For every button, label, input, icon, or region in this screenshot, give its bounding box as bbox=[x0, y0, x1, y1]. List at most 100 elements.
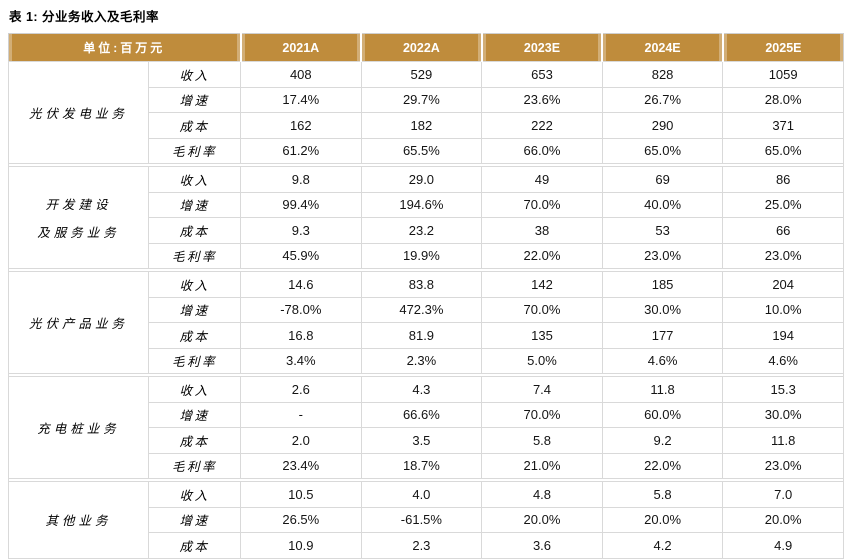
cell-value: 23.0% bbox=[722, 452, 844, 479]
cell-value: - bbox=[240, 401, 362, 428]
cell-value: 23.6% bbox=[481, 86, 603, 113]
cell-value: 16.8 bbox=[240, 322, 362, 349]
cell-value: 2.3 bbox=[360, 532, 483, 559]
cell-value: 45.9% bbox=[240, 242, 362, 269]
header-row: 单位:百万元 2021A 2022A 2023E 2024E 2025E bbox=[8, 33, 844, 62]
cell-value: 4.9 bbox=[722, 532, 844, 559]
metric-label: 成本 bbox=[148, 322, 241, 349]
cell-value: 21.0% bbox=[481, 452, 603, 479]
col-header-2025e: 2025E bbox=[721, 33, 844, 62]
table-row: 毛利率 61.2% 65.5% 66.0% 65.0% 65.0% bbox=[9, 137, 844, 164]
cell-value: 11.8 bbox=[601, 376, 724, 403]
cell-value: 14.6 bbox=[240, 271, 362, 298]
cell-value: 23.2 bbox=[360, 217, 483, 244]
cell-value: 135 bbox=[481, 322, 603, 349]
cell-value: 86 bbox=[722, 166, 844, 193]
metric-label: 收入 bbox=[148, 271, 241, 298]
cell-value: 38 bbox=[481, 217, 603, 244]
metric-label: 成本 bbox=[148, 112, 241, 139]
group-separator bbox=[8, 373, 844, 377]
cell-value: 290 bbox=[601, 112, 724, 139]
cell-value: 472.3% bbox=[360, 296, 483, 323]
cell-value: 3.4% bbox=[240, 347, 362, 374]
cell-value: 10.9 bbox=[240, 532, 362, 559]
cell-value: 3.5 bbox=[360, 427, 483, 454]
col-header-2021a: 2021A bbox=[239, 33, 362, 62]
cell-value: 23.0% bbox=[722, 242, 844, 269]
cell-value: 20.0% bbox=[722, 506, 844, 533]
cell-value: 66.0% bbox=[481, 137, 603, 164]
cell-value: 5.0% bbox=[481, 347, 603, 374]
unit-header-cell: 单位:百万元 bbox=[8, 33, 241, 62]
cell-value: 4.3 bbox=[360, 376, 483, 403]
cell-value: 20.0% bbox=[481, 506, 603, 533]
cell-value: 28.0% bbox=[722, 86, 844, 113]
cell-value: 653 bbox=[481, 61, 603, 88]
table-row: 毛利率 3.4% 2.3% 5.0% 4.6% 4.6% bbox=[9, 347, 844, 374]
cell-value: 70.0% bbox=[481, 191, 603, 218]
cell-value: 30.0% bbox=[601, 296, 724, 323]
cell-value: 65.0% bbox=[601, 137, 724, 164]
cell-value: 142 bbox=[481, 271, 603, 298]
cell-value: 65.0% bbox=[722, 137, 844, 164]
table-row: 光伏发电业务 收入 408 529 653 828 1059 bbox=[8, 61, 844, 164]
cell-value: 66.6% bbox=[360, 401, 483, 428]
group-separator bbox=[8, 478, 844, 482]
table-row: 增速 99.4% 194.6% 70.0% 40.0% 25.0% bbox=[9, 191, 844, 218]
cell-value: 81.9 bbox=[360, 322, 483, 349]
table-row: 光伏产品业务 收入 14.6 83.8 142 185 204 bbox=[8, 271, 844, 374]
cell-value: 4.0 bbox=[360, 481, 483, 508]
cell-value: 10.5 bbox=[240, 481, 362, 508]
metric-label: 毛利率 bbox=[148, 137, 241, 164]
cell-value: 9.8 bbox=[240, 166, 362, 193]
table-row: 增速 -78.0% 472.3% 70.0% 30.0% 10.0% bbox=[9, 296, 844, 323]
cell-value: -61.5% bbox=[360, 506, 483, 533]
cell-value: 26.7% bbox=[601, 86, 724, 113]
table-row: 增速 26.5% -61.5% 20.0% 20.0% 20.0% bbox=[9, 506, 844, 533]
metric-label: 收入 bbox=[148, 166, 241, 193]
metric-label: 增速 bbox=[148, 191, 241, 218]
cell-value: 9.3 bbox=[240, 217, 362, 244]
cell-value: 99.4% bbox=[240, 191, 362, 218]
cell-value: 194 bbox=[722, 322, 844, 349]
table-row: 成本 9.3 23.2 38 53 66 bbox=[9, 217, 844, 244]
cell-value: 194.6% bbox=[360, 191, 483, 218]
cell-value: 65.5% bbox=[360, 137, 483, 164]
cell-value: 9.2 bbox=[601, 427, 724, 454]
cell-value: 177 bbox=[601, 322, 724, 349]
segment-revenue-table: 单位:百万元 2021A 2022A 2023E 2024E 2025E 光伏发… bbox=[8, 33, 844, 559]
cell-value: 30.0% bbox=[722, 401, 844, 428]
cell-value: 22.0% bbox=[601, 452, 724, 479]
cell-value: 4.6% bbox=[601, 347, 724, 374]
cell-value: 23.0% bbox=[601, 242, 724, 269]
cell-value: 828 bbox=[601, 61, 724, 88]
cell-value: 17.4% bbox=[240, 86, 362, 113]
cell-value: 7.0 bbox=[722, 481, 844, 508]
table-row: 开发建设 及服务业务 收入 9.8 29.0 49 69 86 bbox=[8, 166, 844, 269]
cell-value: 26.5% bbox=[240, 506, 362, 533]
cell-value: 5.8 bbox=[601, 481, 724, 508]
metric-label: 增速 bbox=[148, 296, 241, 323]
cell-value: 7.4 bbox=[481, 376, 603, 403]
cell-value: 83.8 bbox=[360, 271, 483, 298]
metric-label: 毛利率 bbox=[148, 347, 241, 374]
group-separator bbox=[8, 163, 844, 167]
table-row: 其他业务 收入 10.5 4.0 4.8 5.8 7.0 bbox=[8, 481, 844, 559]
group-name-development-services: 开发建设 及服务业务 bbox=[8, 166, 149, 269]
metric-label: 收入 bbox=[148, 481, 241, 508]
metric-label: 毛利率 bbox=[148, 452, 241, 479]
cell-value: 29.0 bbox=[360, 166, 483, 193]
col-header-2022a: 2022A bbox=[360, 33, 482, 62]
metric-label: 收入 bbox=[148, 61, 241, 88]
table-row: 充电桩业务 收入 2.6 4.3 7.4 11.8 15.3 bbox=[8, 376, 844, 479]
cell-value: 66 bbox=[722, 217, 844, 244]
cell-value: 408 bbox=[240, 61, 362, 88]
table-row: 毛利率 45.9% 19.9% 22.0% 23.0% 23.0% bbox=[9, 242, 844, 269]
cell-value: 25.0% bbox=[722, 191, 844, 218]
cell-value: 185 bbox=[601, 271, 724, 298]
cell-value: 2.3% bbox=[360, 347, 483, 374]
cell-value: 19.9% bbox=[360, 242, 483, 269]
cell-value: 371 bbox=[722, 112, 844, 139]
cell-value: 2.6 bbox=[240, 376, 362, 403]
col-header-2023e: 2023E bbox=[480, 33, 603, 62]
